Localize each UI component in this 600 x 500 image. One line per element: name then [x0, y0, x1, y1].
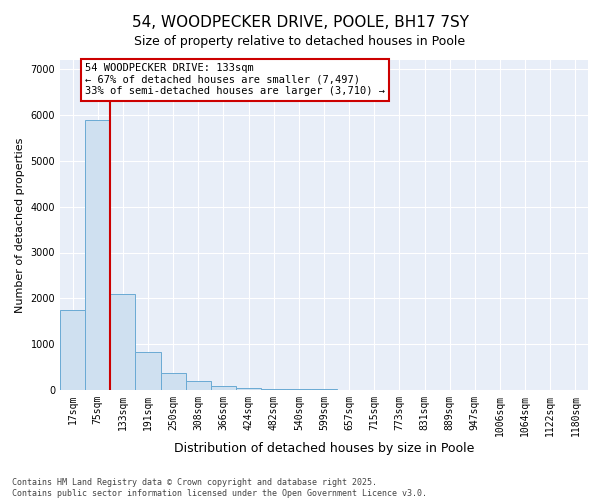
Bar: [211, 386, 236, 390]
Bar: [186, 381, 211, 390]
Bar: [236, 388, 261, 390]
Text: 54 WOODPECKER DRIVE: 133sqm
← 67% of detached houses are smaller (7,497)
33% of : 54 WOODPECKER DRIVE: 133sqm ← 67% of det…: [85, 64, 385, 96]
Bar: [161, 372, 186, 390]
Bar: [136, 352, 161, 390]
Y-axis label: Number of detached properties: Number of detached properties: [15, 138, 25, 312]
Text: 54, WOODPECKER DRIVE, POOLE, BH17 7SY: 54, WOODPECKER DRIVE, POOLE, BH17 7SY: [131, 15, 469, 30]
Bar: [286, 389, 311, 390]
Bar: [110, 294, 136, 390]
Bar: [261, 388, 286, 390]
Bar: [85, 120, 110, 390]
Text: Size of property relative to detached houses in Poole: Size of property relative to detached ho…: [134, 35, 466, 48]
X-axis label: Distribution of detached houses by size in Poole: Distribution of detached houses by size …: [174, 442, 474, 454]
Bar: [60, 310, 85, 390]
Text: Contains HM Land Registry data © Crown copyright and database right 2025.
Contai: Contains HM Land Registry data © Crown c…: [12, 478, 427, 498]
